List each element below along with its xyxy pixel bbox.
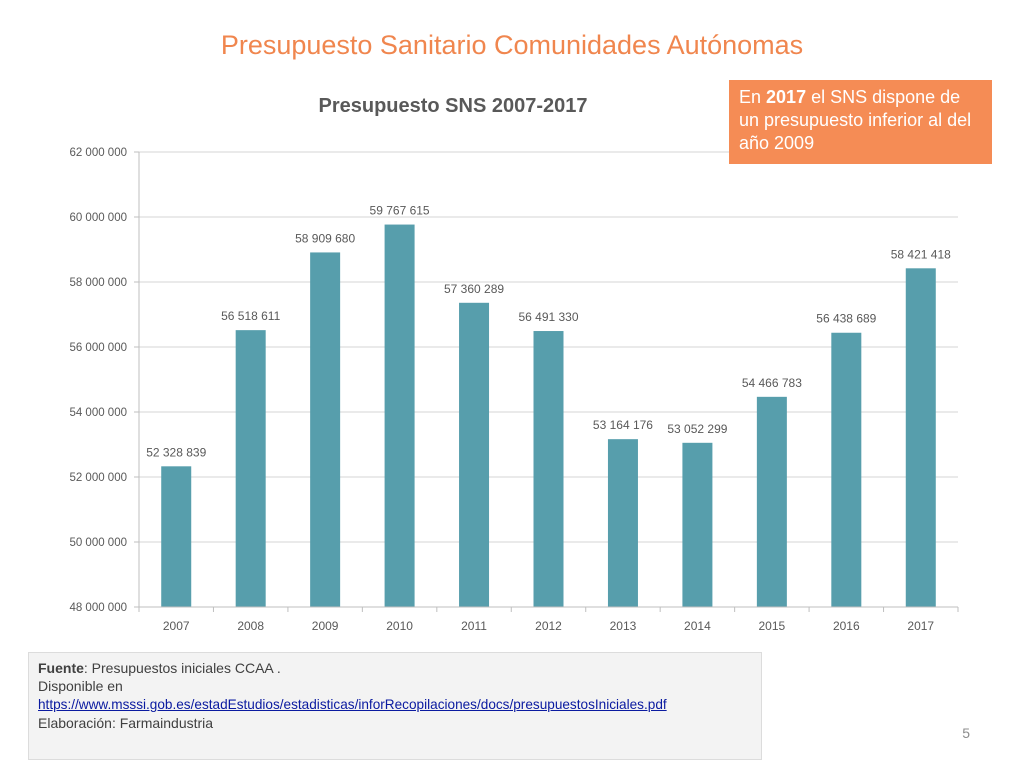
x-tick-label-2012: 2012 bbox=[535, 619, 562, 633]
bar-2015 bbox=[756, 396, 787, 607]
y-axis: 48 000 000 50 000 000 52 000 000 54 000 000… bbox=[69, 147, 140, 614]
value-label-2009: 58 909 680 bbox=[295, 231, 355, 245]
value-label-2010: 59 767 615 bbox=[370, 204, 430, 218]
y-tick-label: 58 000 000 bbox=[69, 277, 127, 289]
source-text: : Presupuestos iniciales CCAA . bbox=[83, 660, 281, 676]
chart-title: Presupuesto SNS 2007-2017 bbox=[318, 95, 587, 117]
bar-2013 bbox=[607, 439, 638, 607]
y-tick-label: 54 000 000 bbox=[69, 407, 127, 419]
x-tick-label-2013: 2013 bbox=[610, 619, 637, 633]
value-label-2014: 53 052 299 bbox=[667, 422, 727, 436]
bar-2009 bbox=[310, 252, 341, 607]
callout-year: 2017 bbox=[766, 87, 807, 107]
value-labels: 52 328 839 56 518 611 58 909 680 59 767 615… bbox=[146, 204, 951, 460]
y-tick-label: 56 000 000 bbox=[69, 342, 127, 354]
bar-2011 bbox=[459, 302, 490, 607]
value-label-2008: 56 518 611 bbox=[221, 309, 280, 323]
slide-title: Presupuesto Sanitario Comunidades Autóno… bbox=[220, 30, 804, 60]
x-tick-label-2016: 2016 bbox=[833, 619, 860, 633]
x-tick-label-2017: 2017 bbox=[907, 619, 934, 633]
bar-2017 bbox=[905, 268, 936, 607]
callout-text: el SNS dispone de un presupuesto inferio… bbox=[739, 87, 972, 153]
source-url-link[interactable]: https://www.msssi.gob.es/estadEstudios/e… bbox=[38, 697, 667, 712]
x-tick-label-2008: 2008 bbox=[237, 619, 264, 633]
y-tick-label: 60 000 000 bbox=[69, 212, 127, 224]
value-label-2015: 54 466 783 bbox=[742, 376, 802, 390]
value-label-2011: 57 360 289 bbox=[444, 282, 504, 296]
source-elaboration: Elaboración: Farmaindustria bbox=[38, 715, 214, 731]
bars bbox=[161, 224, 936, 608]
page-number: 5 bbox=[962, 725, 970, 741]
callout-prefix: En bbox=[739, 87, 767, 107]
value-label-2016: 56 438 689 bbox=[816, 312, 876, 326]
source-label: Fuente bbox=[38, 660, 84, 676]
x-tick-label-2011: 2011 bbox=[461, 619, 487, 633]
source-available: Disponible en bbox=[38, 678, 123, 694]
value-label-2007: 52 328 839 bbox=[146, 445, 206, 459]
x-tick-label-2014: 2014 bbox=[684, 619, 711, 633]
bar-2012 bbox=[533, 331, 564, 607]
bar-2010 bbox=[384, 224, 415, 608]
source-line: Fuente: Presupuestos iniciales CCAA . bbox=[38, 659, 752, 677]
x-tick-label-2007: 2007 bbox=[163, 619, 190, 633]
callout-box: En 2017 el SNS dispone de un presupuesto… bbox=[729, 80, 992, 164]
x-axis: 2007 2008 2009 2010 2011 2012 2013 2014 2015 2016… bbox=[138, 606, 959, 633]
y-tick-label: 48 000 000 bbox=[69, 602, 127, 614]
y-tick-label: 50 000 000 bbox=[69, 537, 127, 549]
value-label-2012: 56 491 330 bbox=[518, 310, 578, 324]
bar-2014 bbox=[682, 442, 713, 607]
bar-2007 bbox=[161, 466, 192, 607]
source-box: Fuente: Presupuestos iniciales CCAA . Di… bbox=[28, 652, 762, 760]
y-tick-label: 52 000 000 bbox=[69, 472, 127, 484]
x-tick-label-2009: 2009 bbox=[312, 619, 339, 633]
value-label-2013: 53 164 176 bbox=[593, 418, 653, 432]
y-tick-label: 62 000 000 bbox=[69, 147, 127, 159]
bar-2016 bbox=[831, 332, 862, 607]
value-label-2017: 58 421 418 bbox=[891, 247, 951, 261]
bar-2008 bbox=[235, 330, 266, 607]
x-tick-label-2010: 2010 bbox=[386, 619, 413, 633]
x-tick-label-2015: 2015 bbox=[759, 619, 786, 633]
